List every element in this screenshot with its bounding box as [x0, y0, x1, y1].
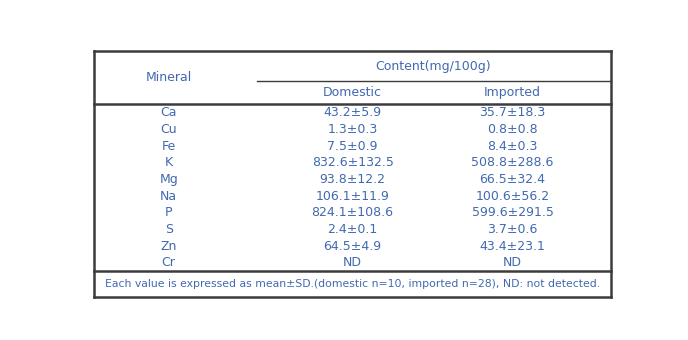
Text: 2.4±0.1: 2.4±0.1	[327, 223, 378, 236]
Text: Cr: Cr	[162, 256, 175, 269]
Text: K: K	[164, 156, 173, 169]
Text: ND: ND	[343, 256, 362, 269]
Text: 824.1±108.6: 824.1±108.6	[312, 206, 394, 219]
Text: Ca: Ca	[160, 106, 177, 119]
Text: 100.6±56.2: 100.6±56.2	[475, 190, 550, 203]
Text: 43.2±5.9: 43.2±5.9	[323, 106, 382, 119]
Text: 8.4±0.3: 8.4±0.3	[487, 140, 538, 153]
Text: 599.6±291.5: 599.6±291.5	[471, 206, 554, 219]
Text: Mg: Mg	[159, 173, 178, 186]
Text: Imported: Imported	[484, 86, 541, 99]
Text: S: S	[164, 223, 173, 236]
Text: Domestic: Domestic	[323, 86, 382, 99]
Text: Mineral: Mineral	[146, 71, 192, 84]
Text: 3.7±0.6: 3.7±0.6	[487, 223, 538, 236]
Text: 508.8±288.6: 508.8±288.6	[471, 156, 554, 169]
Text: Content(mg/100g): Content(mg/100g)	[375, 60, 491, 73]
Text: Na: Na	[160, 190, 178, 203]
Text: 106.1±11.9: 106.1±11.9	[316, 190, 389, 203]
Text: Zn: Zn	[160, 240, 177, 253]
Text: 93.8±12.2: 93.8±12.2	[320, 173, 385, 186]
Text: 0.8±0.8: 0.8±0.8	[487, 123, 538, 136]
Text: 7.5±0.9: 7.5±0.9	[327, 140, 378, 153]
Text: Each value is expressed as mean±SD.(domestic n=10, imported n=28), ND: not detec: Each value is expressed as mean±SD.(dome…	[105, 279, 600, 289]
Text: Cu: Cu	[160, 123, 177, 136]
Text: 35.7±18.3: 35.7±18.3	[480, 106, 546, 119]
Text: Fe: Fe	[162, 140, 175, 153]
Text: 43.4±23.1: 43.4±23.1	[480, 240, 546, 253]
Text: P: P	[165, 206, 173, 219]
Text: ND: ND	[503, 256, 522, 269]
Text: 64.5±4.9: 64.5±4.9	[323, 240, 382, 253]
Text: 832.6±132.5: 832.6±132.5	[312, 156, 394, 169]
Text: 66.5±32.4: 66.5±32.4	[480, 173, 546, 186]
Text: 1.3±0.3: 1.3±0.3	[327, 123, 378, 136]
